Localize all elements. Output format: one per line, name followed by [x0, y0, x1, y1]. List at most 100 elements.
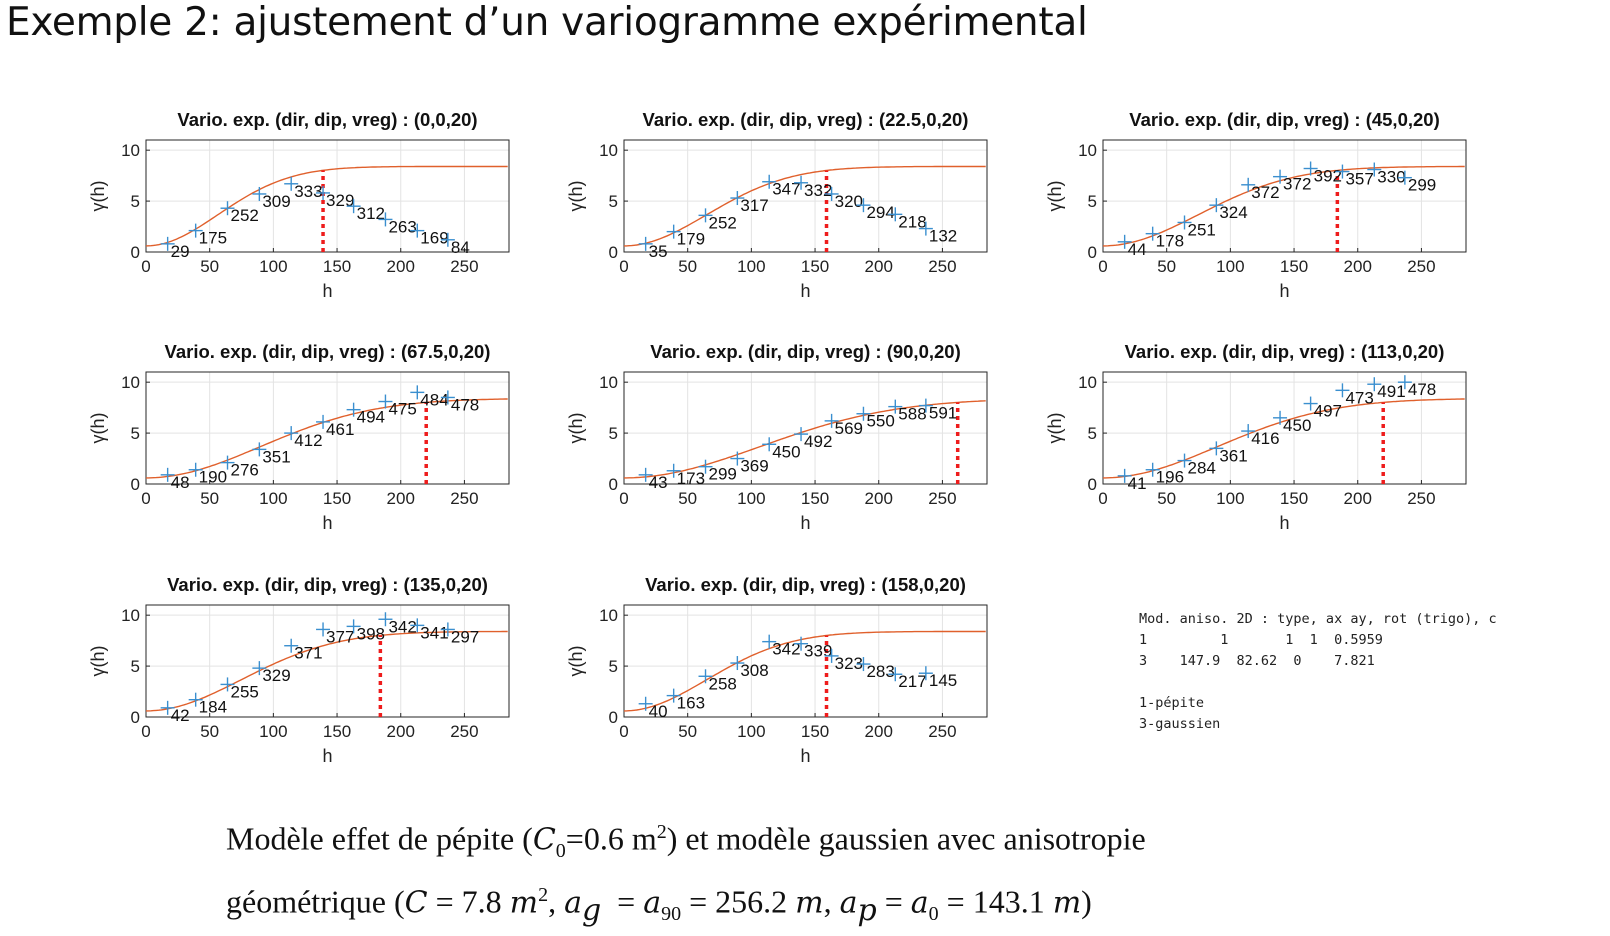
- data-label: 416: [1251, 429, 1279, 448]
- data-label: 392: [1314, 167, 1342, 186]
- data-label: 84: [451, 238, 470, 257]
- data-point: 478: [440, 390, 479, 414]
- model-row-1: 1 1 1 1 0.5959: [1139, 632, 1383, 648]
- x-tick-label: 0: [619, 722, 628, 741]
- data-point: 412: [284, 426, 323, 450]
- data-point: 44: [1117, 234, 1147, 259]
- x-tick-label: 0: [619, 257, 628, 276]
- data-point: 145: [918, 666, 957, 690]
- data-label: 132: [929, 227, 957, 246]
- x-tick-label: 150: [801, 722, 829, 741]
- y-tick-label: 5: [609, 192, 618, 211]
- data-label: 294: [866, 203, 894, 222]
- y-tick-label: 10: [599, 606, 618, 625]
- data-label: 251: [1188, 220, 1216, 239]
- x-tick-label: 100: [737, 722, 765, 741]
- x-tick-label: 50: [1157, 489, 1176, 508]
- data-label: 284: [1188, 459, 1216, 478]
- data-point: 312: [346, 199, 385, 223]
- data-point: 330: [1367, 162, 1406, 187]
- model-curve: [1103, 165, 1465, 247]
- x-tick-label: 100: [737, 489, 765, 508]
- x-tick-label: 200: [387, 722, 415, 741]
- x-tick-label: 150: [323, 489, 351, 508]
- variogram-panel-6: 0 50 100 150 200 250 0 5 10 Vario. exp. (dir, dip…: [1045, 341, 1467, 533]
- data-label: 297: [451, 627, 479, 646]
- model-header: Mod. aniso. 2D : type, ax ay, rot (trigo…: [1139, 611, 1497, 627]
- data-label: 35: [649, 242, 668, 261]
- data-point: 252: [698, 208, 737, 232]
- data-point: 372: [1241, 177, 1280, 202]
- y-tick-label: 10: [1078, 373, 1097, 392]
- data-label: 41: [1128, 474, 1147, 493]
- data-point: 342: [378, 612, 417, 636]
- x-axis-label: h: [800, 746, 810, 766]
- variogram-panel-2: 0 50 100 150 200 250 0 5 10 Vario. exp. (dir, dip…: [566, 109, 988, 301]
- data-label: 475: [388, 400, 416, 419]
- x-tick-label: 150: [323, 722, 351, 741]
- data-label: 190: [199, 468, 227, 487]
- data-point: 450: [1273, 410, 1311, 435]
- x-tick-label: 0: [619, 489, 628, 508]
- x-axis-label: h: [322, 746, 332, 766]
- data-point: 461: [316, 414, 354, 439]
- data-label: 398: [357, 624, 385, 643]
- x-axis-label: h: [1279, 281, 1289, 301]
- data-label: 145: [929, 671, 957, 690]
- data-label: 450: [1283, 416, 1311, 435]
- data-label: 491: [1377, 382, 1405, 401]
- data-label: 342: [772, 640, 800, 659]
- data-label: 323: [835, 654, 863, 673]
- data-label: 484: [420, 390, 448, 409]
- data-point: 357: [1335, 164, 1374, 189]
- y-axis-label: γ(h): [1045, 413, 1065, 444]
- plot-frame: [145, 604, 510, 718]
- caption: Modèle effet de pépite (C0=0.6 m2) et mo…: [226, 810, 1146, 936]
- data-point: 255: [220, 677, 259, 701]
- data-label: 309: [262, 192, 290, 211]
- data-label: 361: [1219, 446, 1247, 465]
- data-label: 40: [649, 702, 668, 721]
- data-label: 252: [231, 206, 259, 225]
- y-tick-label: 10: [121, 373, 140, 392]
- data-label: 473: [1345, 388, 1373, 407]
- data-point: 329: [316, 185, 354, 210]
- data-point: 84: [440, 232, 470, 257]
- x-tick-label: 50: [1157, 257, 1176, 276]
- data-point: 475: [378, 394, 417, 419]
- data-label: 372: [1251, 183, 1279, 202]
- data-label: 283: [866, 662, 894, 681]
- chart-title: Vario. exp. (dir, dip, vreg) : (158,0,20…: [645, 574, 966, 595]
- data-point: 169: [410, 223, 449, 248]
- x-tick-label: 250: [450, 257, 478, 276]
- data-point: 317: [730, 191, 769, 215]
- x-tick-label: 150: [801, 257, 829, 276]
- data-point: 263: [378, 212, 417, 236]
- x-tick-label: 50: [200, 489, 219, 508]
- variogram-panel-1: 0 50 100 150 200 250 0 5 10 Vario. exp. (dir, dip…: [88, 109, 510, 301]
- data-label: 173: [677, 469, 705, 488]
- model-curve: [145, 165, 508, 247]
- data-label: 299: [1408, 176, 1436, 195]
- data-point: 178: [1145, 226, 1184, 251]
- x-tick-label: 250: [1407, 489, 1435, 508]
- y-tick-label: 5: [1088, 424, 1097, 443]
- y-axis-label: γ(h): [88, 646, 108, 677]
- model-curve: [624, 630, 986, 712]
- data-label: 218: [898, 212, 926, 231]
- data-label: 351: [262, 447, 290, 466]
- plot-frame: [145, 139, 510, 253]
- x-tick-label: 100: [259, 257, 287, 276]
- data-point: 392: [1303, 161, 1342, 186]
- x-axis-label: h: [322, 513, 332, 533]
- data-label: 333: [294, 182, 322, 201]
- data-label: 196: [1156, 468, 1184, 487]
- data-point: 41: [1117, 468, 1147, 493]
- data-label: 163: [677, 694, 705, 713]
- chart-title: Vario. exp. (dir, dip, vreg) : (45,0,20): [1129, 109, 1440, 130]
- data-label: 329: [262, 666, 290, 685]
- data-label: 184: [199, 698, 227, 717]
- x-tick-label: 150: [1280, 489, 1308, 508]
- data-point: 473: [1335, 383, 1374, 407]
